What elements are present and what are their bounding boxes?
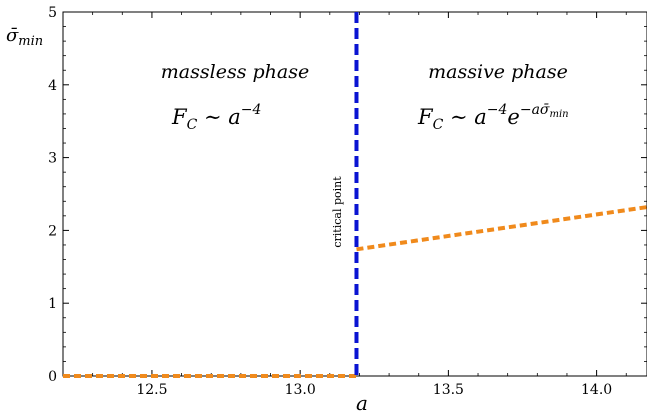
x-tick-label: 14.0 bbox=[581, 382, 612, 398]
massive-formula-rel: ∼ a bbox=[443, 105, 486, 129]
massive-formula-exp1: −4 bbox=[487, 102, 508, 118]
y-tick-label: 1 bbox=[48, 296, 57, 312]
y-tick-label: 5 bbox=[48, 5, 57, 21]
critical-point-label: critical point bbox=[331, 176, 344, 248]
x-tick-label: 12.5 bbox=[136, 382, 167, 398]
x-tick-label: 13.5 bbox=[433, 382, 464, 398]
x-tick-label: 13.0 bbox=[285, 382, 316, 398]
y-tick-label: 0 bbox=[48, 369, 57, 385]
massive-formula-sub: C bbox=[433, 117, 444, 133]
x-axis-label: a bbox=[356, 391, 368, 414]
massive-phase-label: massive phase bbox=[428, 61, 568, 83]
y-tick-label: 2 bbox=[48, 223, 57, 239]
series-line-2 bbox=[356, 205, 647, 252]
massive-formula: FC ∼ a−4e−aσ̄min bbox=[417, 102, 569, 133]
y-tick-label: 4 bbox=[48, 78, 57, 94]
massless-formula: FC ∼ a−4 bbox=[171, 102, 261, 133]
y-tick-label: 3 bbox=[48, 151, 57, 167]
massless-formula-rel: ∼ a bbox=[197, 105, 240, 129]
massless-formula-exp: −4 bbox=[241, 102, 262, 118]
y-axis-label-sub: min bbox=[18, 34, 43, 49]
massive-formula-e: e bbox=[507, 105, 519, 129]
y-axis-label-main: σ̄ bbox=[6, 25, 19, 46]
y-axis-label: σ̄min bbox=[6, 25, 43, 49]
massless-formula-f: F bbox=[171, 105, 188, 129]
massive-formula-f: F bbox=[417, 105, 434, 129]
massless-formula-sub: C bbox=[187, 117, 198, 133]
massive-formula-exp2-sub: min bbox=[549, 109, 568, 120]
massless-phase-label: massless phase bbox=[161, 61, 309, 83]
massive-formula-exp2: −aσ̄ bbox=[520, 102, 550, 118]
